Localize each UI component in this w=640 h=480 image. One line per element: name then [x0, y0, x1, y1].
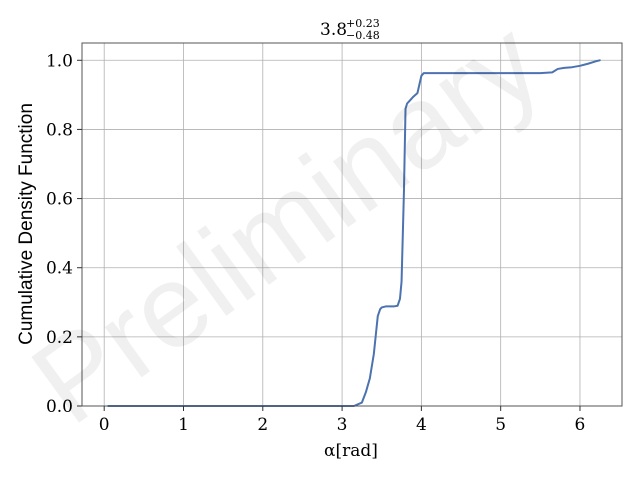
- y-tick-label: 0.2: [46, 328, 73, 348]
- y-tick-label: 0.0: [46, 397, 73, 417]
- x-tick-label: 5: [495, 415, 506, 435]
- y-ticks: 0.0 0.2 0.4 0.6 0.8 1.0: [46, 51, 82, 417]
- y-tick-label: 0.4: [46, 259, 73, 279]
- x-tick-label: 2: [257, 415, 268, 435]
- x-tick-label: 3: [337, 415, 348, 435]
- chart-title: 3.8: [320, 20, 347, 40]
- series-layer: [107, 59, 601, 407]
- chart-title-sub: −0.48: [346, 29, 380, 42]
- chart-title-value: 3.8: [320, 20, 347, 40]
- y-tick-label: 1.0: [46, 51, 73, 71]
- plot-frame: [81, 42, 623, 407]
- x-axis-label: α[rad]: [324, 441, 378, 461]
- x-tick-label: 4: [416, 415, 427, 435]
- x-ticks: 0 1 2 3 4 5 6: [99, 406, 586, 435]
- chart-title-sup: +0.23: [346, 17, 380, 30]
- y-axis-label: Cumulative Density Function: [16, 103, 37, 345]
- x-tick-label: 1: [178, 415, 189, 435]
- x-tick-label: 6: [575, 415, 586, 435]
- y-tick-label: 0.8: [46, 120, 73, 140]
- y-tick-label: 0.6: [46, 190, 73, 210]
- x-tick-label: 0: [99, 415, 110, 435]
- cdf-line: [107, 59, 601, 407]
